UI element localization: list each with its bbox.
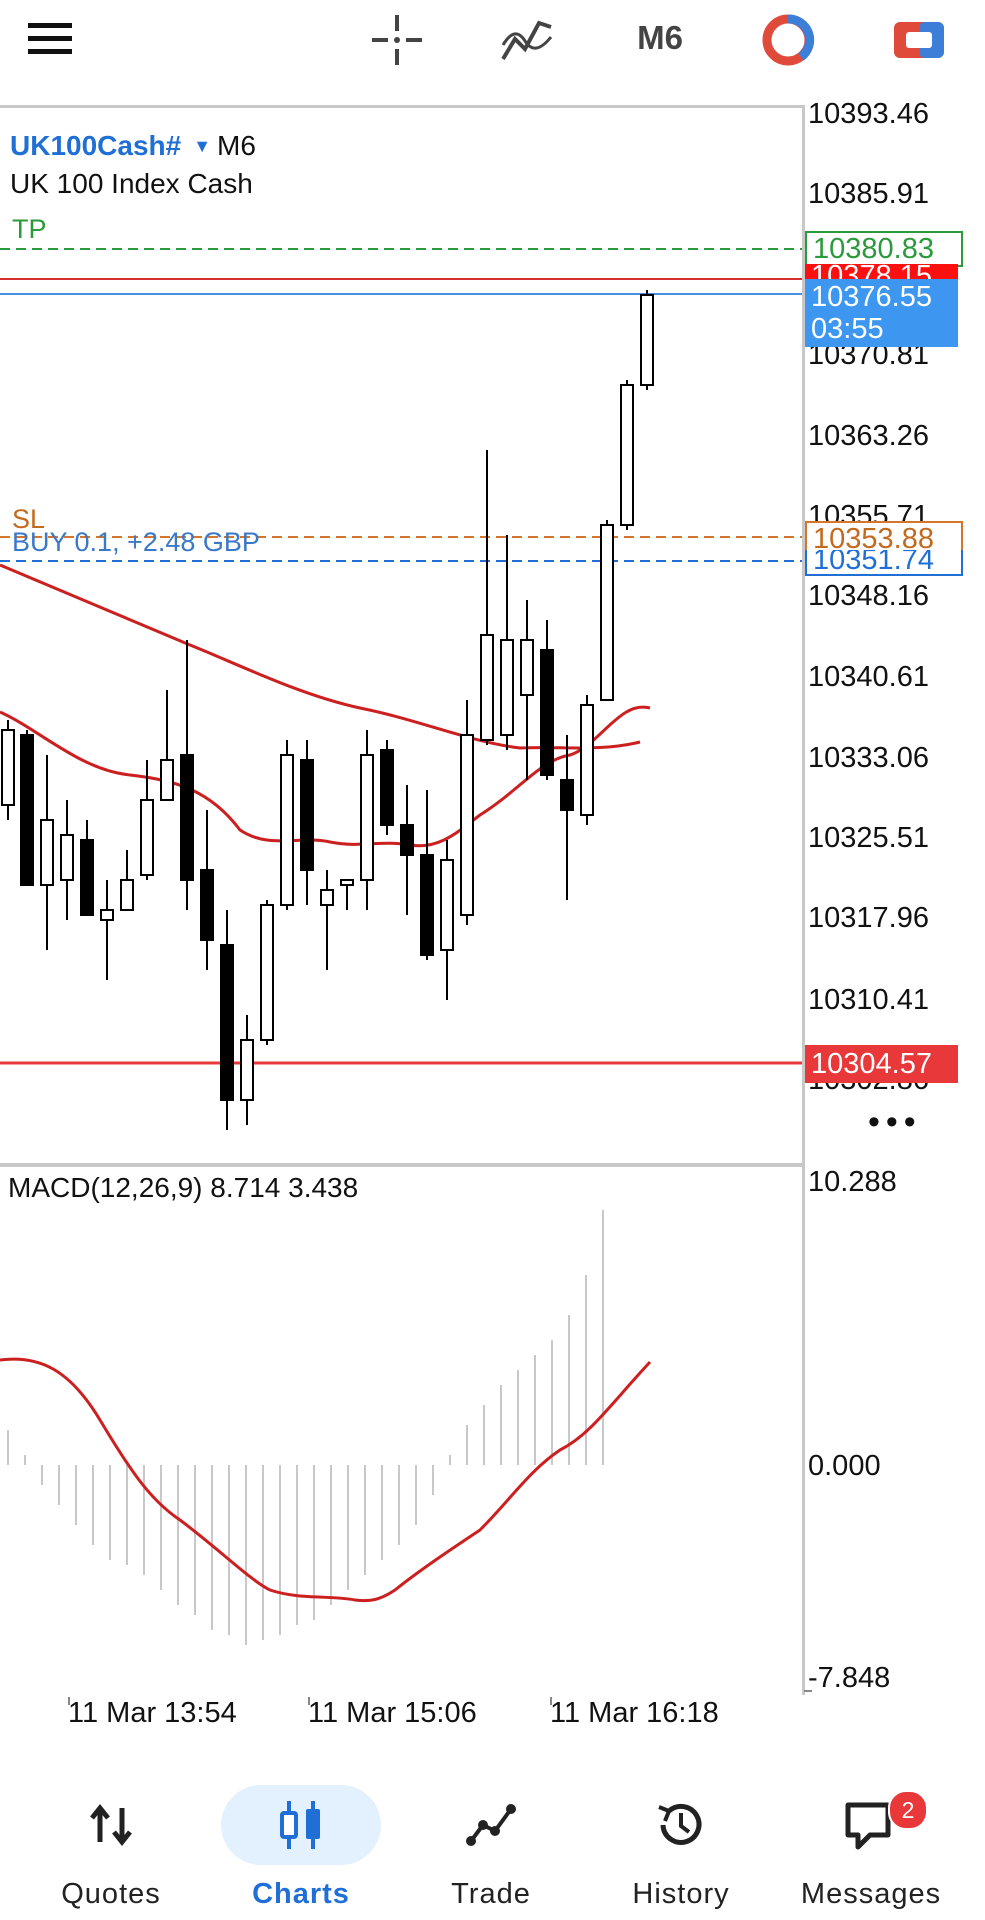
candle-body [40,819,54,886]
bottom-navigation: Quotes Charts Trade History 2 Messages [0,1760,985,1920]
candle-body [80,839,94,916]
chart-timeframe: M6 [217,130,256,161]
timeframe-button[interactable]: M6 [637,19,683,56]
low-price-tag: 10304.57 [805,1045,958,1083]
nav-label: History [632,1878,730,1910]
price-chart-pane[interactable] [0,105,804,1167]
macd-histogram [7,1210,604,1645]
price-axis-label: 10333.06 [808,742,929,774]
ma-fast-line [0,705,651,848]
price-axis-label: 10325.51 [808,822,929,854]
candle-body [640,294,654,386]
candle-body [240,1039,254,1101]
candle-body [360,754,374,881]
account-ring-icon[interactable] [758,10,818,70]
candle-body [340,879,354,886]
candle-body [140,799,154,876]
candle-body [440,859,454,951]
bid-price-value: 10376.55 [811,281,932,313]
price-axis-label: 10348.16 [808,580,929,612]
candle-body [180,754,194,881]
price-axis-divider [802,105,805,1695]
more-horizontal-icon[interactable]: ••• [868,1103,922,1141]
messages-chat-icon [791,1785,951,1865]
candle-body [380,749,394,826]
trade-line-icon [411,1785,571,1865]
bid-price-tag: 10376.55 03:55 [805,279,958,347]
nav-label: Trade [451,1878,531,1910]
position-price-tag[interactable]: 10351.74 [805,550,963,576]
dropdown-arrow-icon[interactable]: ▼ [193,136,212,156]
candlestick-chart-icon [221,1785,381,1865]
price-axis-label: 10340.61 [808,661,929,693]
candle-body [540,649,554,776]
macd-axis-min: -7.848 [808,1662,891,1694]
price-axis-label: 10363.26 [808,420,929,452]
candle-body [480,634,494,741]
symbol-selector[interactable]: UK100Cash# ▼ M6 [10,130,256,162]
position-label[interactable]: BUY 0.1, +2.48 GBP [12,527,260,557]
one-click-trading-icon[interactable] [888,12,950,68]
time-axis-label: 11 Mar 15:06 [308,1697,477,1729]
time-axis-ticks [0,1697,804,1705]
macd-indicator-label[interactable]: MACD(12,26,9) 8.714 3.438 [8,1172,359,1203]
candle-body [60,834,74,881]
candle-body [400,824,414,856]
history-clock-icon [601,1785,761,1865]
candle-body [280,754,294,906]
nav-history[interactable]: History [586,1760,776,1920]
candle-body [20,734,34,886]
candle-body [1,729,15,806]
price-axis-label: 10385.91 [808,178,929,210]
macd-axis-tick [804,1690,812,1692]
tp-price-tag[interactable]: 10380.83 [805,231,963,267]
tp-label[interactable]: TP [12,214,47,244]
candle-body [200,869,214,941]
candle-body [220,944,234,1101]
macd-axis-max: 10.288 [808,1166,897,1198]
top-toolbar: M6 [0,0,985,100]
nav-label: Messages [800,1878,942,1910]
nav-charts[interactable]: Charts [206,1760,396,1920]
candle-body [160,759,174,801]
indicators-icon[interactable] [495,8,559,72]
nav-trade[interactable]: Trade [396,1760,586,1920]
time-axis-label: 11 Mar 13:54 [68,1697,237,1729]
messages-badge: 2 [888,1790,928,1830]
hamburger-menu-icon[interactable] [20,12,80,66]
price-axis-label: 10310.41 [808,984,929,1016]
macd-axis-zero: 0.000 [808,1450,881,1482]
candle-body [420,854,434,956]
price-axis-label: 10393.46 [808,98,929,130]
macd-signal-line [0,1357,652,1603]
symbol-description: UK 100 Index Cash [10,168,253,199]
nav-label: Charts [252,1878,350,1910]
candle-body [620,384,634,526]
nav-messages[interactable]: 2 Messages [776,1760,966,1920]
candle-body [520,639,534,696]
nav-label: Quotes [61,1878,161,1910]
candlestick-chart [0,248,802,1645]
candle-body [580,704,594,816]
candle-body [120,879,134,911]
candle-body [600,524,614,701]
price-axis-label: 10317.96 [808,902,929,934]
candles-group [1,290,654,1130]
time-axis-label: 11 Mar 16:18 [550,1697,719,1729]
candle-body [320,889,334,906]
nav-quotes[interactable]: Quotes [16,1760,206,1920]
candle-body [260,904,274,1041]
quotes-arrows-icon [31,1785,191,1865]
candle-body [100,909,114,921]
bar-countdown: 03:55 [811,313,884,345]
candle-body [300,759,314,871]
symbol-name[interactable]: UK100Cash# [10,130,182,161]
crosshair-icon[interactable] [365,8,429,72]
candle-body [460,734,474,916]
candle-body [560,779,574,811]
sl-label[interactable]: SL [12,504,46,534]
candle-body [500,639,514,736]
